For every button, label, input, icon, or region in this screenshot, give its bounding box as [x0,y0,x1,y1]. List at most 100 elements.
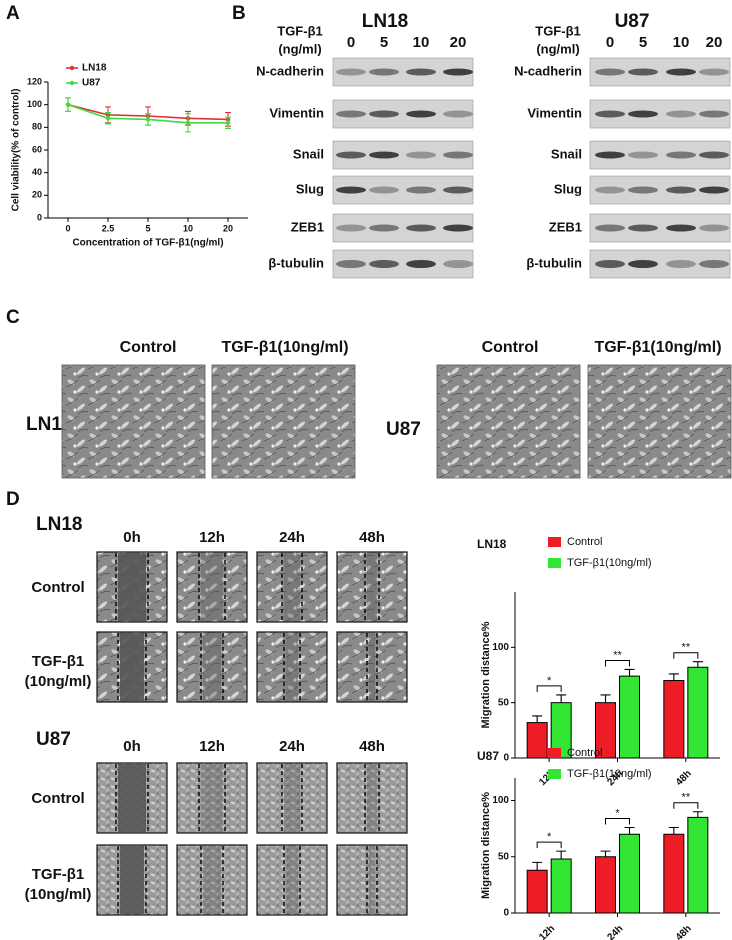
panel-label: B [232,3,246,24]
time-label: 0h [123,529,141,546]
protein-label: Slug [554,181,582,196]
legend-swatch [548,769,561,779]
dose-label: 10 [673,34,690,51]
wound-gap [120,633,144,701]
significance-label: ** [682,792,691,804]
row-label: TGF-β1 [32,653,85,670]
row-label: Control [31,579,84,596]
significance-bracket [536,685,562,692]
error-bar [668,673,679,681]
x-tick-label: 24h [606,923,626,940]
protein-label: N-cadherin [256,63,324,78]
legend-swatch [69,65,75,71]
x-tick-label: 5 [145,223,150,233]
blot-band [336,151,366,159]
error-bar [692,811,703,818]
dose-label: 0 [347,34,355,51]
error-bar [556,850,567,859]
bar [663,680,685,759]
blot-band [443,224,473,232]
wound-gap [118,764,146,832]
blot-band [699,68,729,76]
wound-gap [286,633,298,701]
wound-image [176,762,248,834]
x-tick-label: 2.5 [102,223,115,233]
blot-band [406,110,436,118]
time-label: 24h [279,738,305,755]
wound-gap [203,633,221,701]
blot-band [595,68,625,76]
wound-image [336,844,408,916]
dose-label: 20 [450,34,467,51]
dose-label: 5 [639,34,647,51]
legend-swatch [548,558,561,568]
wound-image [176,844,248,916]
blot-band [369,68,399,76]
significance-label: * [547,831,552,843]
blot-band [666,151,696,159]
blot-band [443,260,473,268]
error-bar [600,694,611,703]
cell-line-label: LN18 [26,414,72,435]
y-tick-label: 0 [37,212,42,222]
error-bar [556,694,567,703]
y-tick-label: 20 [32,190,42,200]
blot-band [666,260,696,268]
blot-band [336,224,366,232]
error-bar [532,715,543,723]
blot-band [406,68,436,76]
blot-band [628,224,658,232]
blot-band [406,186,436,194]
legend-label: LN18 [82,63,107,74]
cell-line-label: U87 [36,729,71,750]
error-bar [692,661,703,668]
error-bar [624,668,635,677]
blot-band [666,110,696,118]
bar [619,833,640,914]
time-label: 0h [123,738,141,755]
y-axis-label: Migration distance% [480,621,492,728]
bar [526,869,548,914]
significance-bracket [536,841,562,849]
blot-band [628,186,658,194]
y-tick-label: 100 [492,795,509,806]
wound-gap [367,553,377,621]
wound-image [256,844,328,916]
y-tick-label: 100 [27,99,42,109]
x-tick-label: 20 [223,223,233,233]
protein-label: N-cadherin [514,63,582,78]
row-label: (10ng/ml) [25,886,92,903]
condition-label: Control [120,339,177,356]
dose-label: 10 [413,34,430,51]
condition-label: TGF-β1(10ng/ml) [594,339,721,356]
point [225,120,231,126]
wound-image [256,631,328,703]
micrograph [436,364,581,479]
wound-gap [369,633,375,701]
protein-label: β-tubulin [268,255,324,270]
dose-label: 0 [606,34,614,51]
panel-label: D [6,489,20,510]
legend-label: Control [567,536,602,548]
blot-band [406,260,436,268]
wound-gap [120,846,144,914]
blot-band [369,260,399,268]
significance-bracket [605,818,630,825]
chart-title: LN18 [477,537,507,551]
blot-band [443,186,473,194]
legend-label: TGF-β1(10ng/ml) [567,557,652,569]
blot-title: U87 [615,11,650,32]
wound-image [336,551,408,623]
blot-band [443,68,473,76]
time-label: 48h [359,738,385,755]
blot-band [666,186,696,194]
blot-band [369,224,399,232]
condition-label: TGF-β1(10ng/ml) [221,339,348,356]
condition-label: Control [482,339,539,356]
significance-bracket [673,802,699,809]
point [65,102,71,107]
blot-band [595,260,625,268]
x-tick-label: 48h [674,923,694,940]
blot-band [699,260,729,268]
